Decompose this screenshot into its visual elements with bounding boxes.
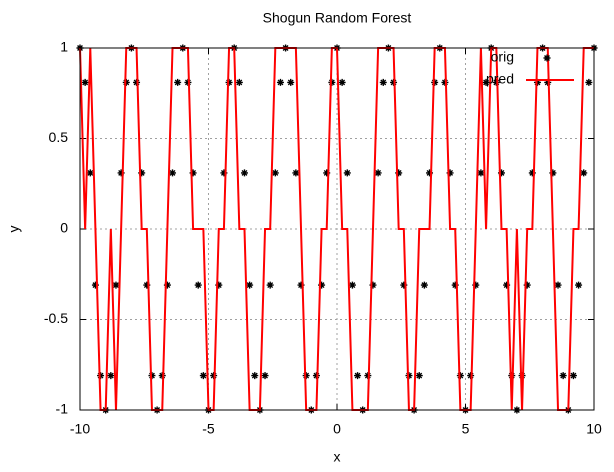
data-point — [220, 169, 228, 177]
legend-label: orig — [491, 49, 514, 65]
data-point — [477, 169, 485, 177]
data-point — [240, 169, 248, 177]
y-axis-label: y — [6, 226, 22, 233]
data-point — [261, 372, 269, 380]
data-point — [189, 169, 197, 177]
x-tick-label: -10 — [70, 421, 90, 437]
data-point — [107, 372, 115, 380]
data-point — [379, 78, 387, 86]
data-point — [472, 281, 480, 289]
legend-label: pred — [486, 71, 514, 87]
data-point — [400, 281, 408, 289]
data-point — [215, 281, 223, 289]
data-point — [446, 169, 454, 177]
chart-title: Shogun Random Forest — [263, 10, 412, 26]
data-point — [318, 281, 326, 289]
data-point — [271, 169, 279, 177]
data-point — [580, 169, 588, 177]
data-point — [276, 78, 284, 86]
data-point — [251, 372, 259, 380]
data-point — [374, 169, 382, 177]
data-point — [343, 169, 351, 177]
data-point — [559, 372, 567, 380]
y-tick-label: 1 — [60, 39, 68, 55]
data-point — [549, 169, 557, 177]
data-point — [266, 281, 274, 289]
data-point — [235, 78, 243, 86]
data-point — [138, 169, 146, 177]
data-point — [426, 169, 434, 177]
data-point — [528, 169, 536, 177]
data-point — [395, 169, 403, 177]
x-tick-label: 10 — [586, 421, 602, 437]
x-axis-label: x — [334, 449, 341, 465]
data-point — [143, 281, 151, 289]
data-point — [415, 372, 423, 380]
y-tick-label: 0.5 — [49, 129, 69, 145]
x-tick-label: 0 — [333, 421, 341, 437]
data-point — [81, 78, 89, 86]
data-point — [194, 281, 202, 289]
y-tick-label: -1 — [56, 401, 69, 417]
data-point — [554, 281, 562, 289]
data-point — [169, 169, 177, 177]
y-tick-label: 0 — [60, 220, 68, 236]
data-point — [497, 169, 505, 177]
data-point — [575, 281, 583, 289]
data-point — [86, 169, 94, 177]
data-point — [297, 281, 305, 289]
y-tick-label: -0.5 — [44, 310, 68, 326]
plot-frame — [79, 47, 595, 411]
data-point — [117, 169, 125, 177]
data-point — [163, 281, 171, 289]
data-point — [199, 372, 207, 380]
data-point — [112, 281, 120, 289]
data-point — [523, 281, 531, 289]
data-point — [354, 372, 362, 380]
data-point — [369, 281, 377, 289]
data-point — [91, 281, 99, 289]
legend-symbol — [543, 54, 551, 62]
data-point — [420, 281, 428, 289]
data-point — [174, 78, 182, 86]
data-point — [503, 281, 511, 289]
data-point — [348, 281, 356, 289]
data-point — [287, 78, 295, 86]
data-point — [338, 78, 346, 86]
data-point — [585, 78, 593, 86]
data-point — [246, 281, 254, 289]
data-point — [323, 169, 331, 177]
x-tick-label: 5 — [462, 421, 470, 437]
data-point — [292, 169, 300, 177]
data-point — [451, 281, 459, 289]
x-tick-label: -5 — [202, 421, 215, 437]
data-point — [482, 78, 490, 86]
data-point — [569, 372, 577, 380]
